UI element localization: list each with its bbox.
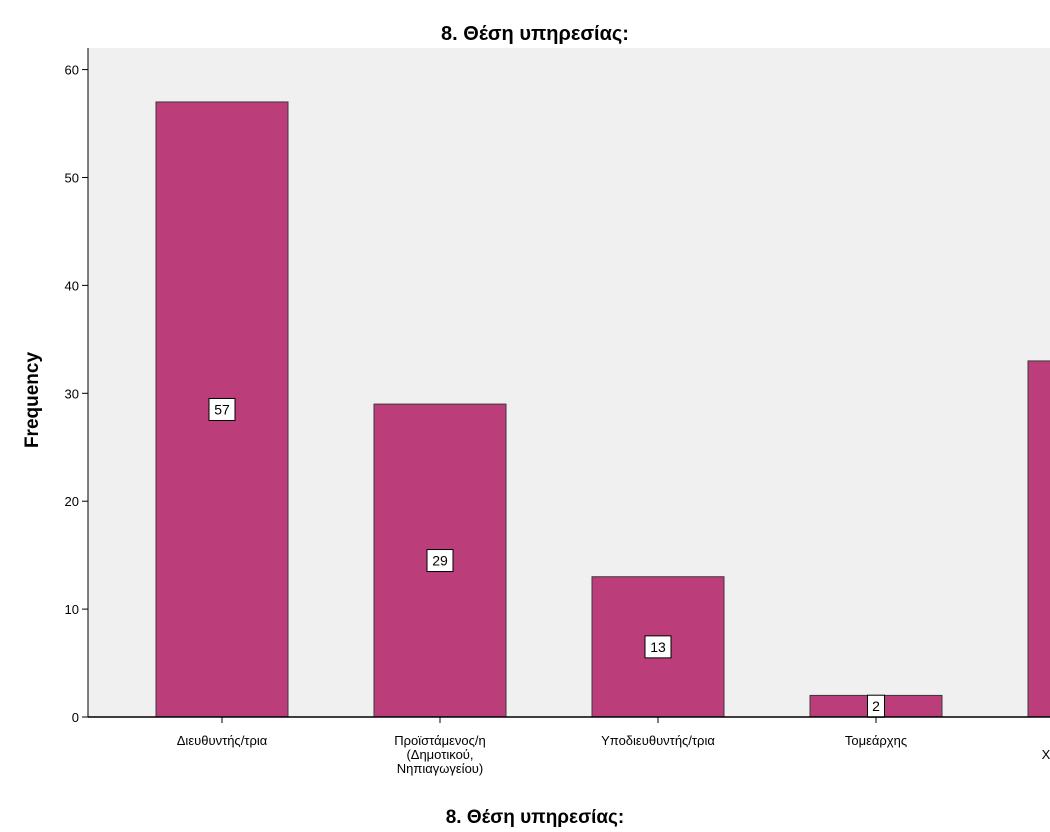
y-tick-label: 10 [65, 602, 79, 617]
x-axis-categories: Διευθυντής/τρια Προϊστάμενος/η (Δημοτικού,… [177, 717, 1050, 776]
y-tick-label: 20 [65, 494, 79, 509]
chart-title: 8. Θέση υπηρεσίας: [441, 23, 629, 45]
data-label: 29 [432, 553, 448, 569]
y-axis: 0 10 20 30 40 50 60 [65, 63, 88, 725]
data-label: 13 [650, 639, 666, 655]
y-tick-label: 50 [65, 170, 79, 185]
data-label-box [644, 635, 672, 659]
x-tick-label: Τομεάρχης [845, 733, 907, 748]
x-tick-label: Υποδιευθυντής/τρια [601, 733, 715, 748]
x-tick-label: Προϊστάμενος/η (Δημοτικού, Νηπιαγωγείου) [394, 733, 486, 776]
data-label-box [426, 549, 454, 573]
x-tick-label: Εκπαιδευτικός /ΧρήστηςMyschool [1042, 733, 1050, 762]
data-label-box [208, 397, 236, 421]
y-tick-label: 0 [72, 710, 79, 725]
y-tick-label: 30 [65, 386, 79, 401]
y-axis-label: Frequency [22, 352, 43, 449]
y-tick-label: 60 [65, 63, 79, 78]
y-tick-label: 40 [65, 278, 79, 293]
data-label: 57 [214, 401, 230, 417]
bar [1027, 360, 1050, 718]
x-tick-label: Διευθυντής/τρια [177, 733, 268, 748]
data-label: 2 [872, 698, 880, 714]
x-axis-label: 8. Θέση υπηρεσίας: [446, 807, 625, 828]
